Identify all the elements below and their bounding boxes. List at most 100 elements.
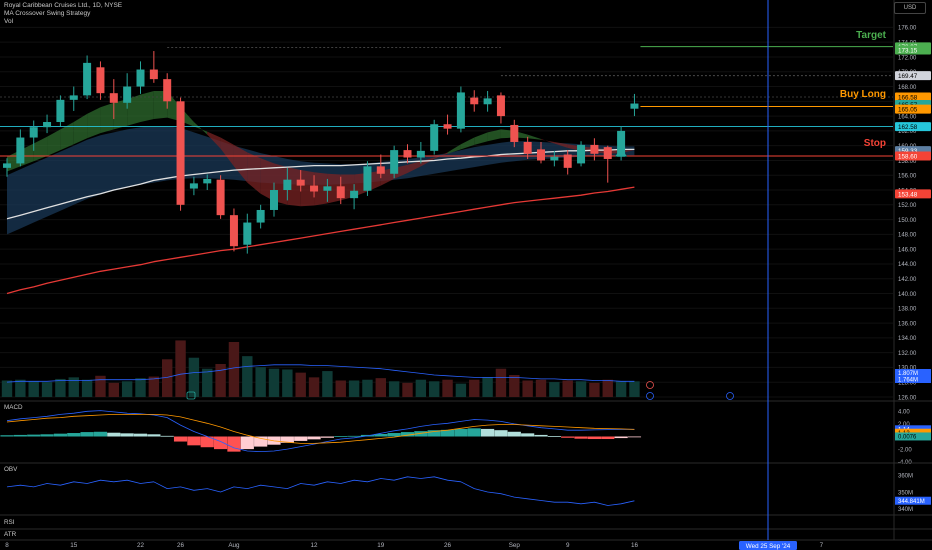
price-axis-tag bbox=[895, 92, 931, 102]
macd-pane-label: MACD bbox=[4, 404, 23, 411]
level-annotations: Target Buy Long Stop bbox=[840, 30, 887, 149]
macd-hist-bar bbox=[200, 436, 214, 448]
candle bbox=[283, 167, 292, 201]
volume-bar bbox=[575, 381, 587, 397]
price-tick-label: 132.00 bbox=[898, 351, 917, 357]
candle-body bbox=[630, 103, 639, 109]
candle-body bbox=[537, 149, 545, 161]
time-tick-label: 26 bbox=[444, 542, 452, 549]
candle bbox=[403, 144, 412, 164]
macd-hist-bar bbox=[454, 428, 468, 437]
volume-bar bbox=[362, 379, 373, 397]
candle-body bbox=[69, 95, 78, 100]
candle-body bbox=[16, 137, 25, 164]
volume-bar bbox=[175, 340, 186, 397]
price-tick-label: 176.00 bbox=[898, 26, 917, 32]
crosshair: Wed 25 Sep '24 bbox=[739, 0, 797, 550]
obv-line bbox=[6, 476, 635, 506]
price-axis-tag-text: 169.47 bbox=[898, 73, 918, 80]
atr-pane-label: ATR bbox=[4, 531, 17, 538]
candle bbox=[136, 61, 145, 94]
candle bbox=[456, 86, 465, 133]
candle bbox=[550, 150, 559, 167]
candle-body bbox=[510, 124, 519, 142]
candle bbox=[123, 73, 132, 109]
macd-hist-bar bbox=[400, 432, 415, 437]
price-tick-label: 150.00 bbox=[898, 218, 917, 224]
candle-body bbox=[577, 144, 586, 164]
price-axis-tag-text: 165.05 bbox=[898, 106, 918, 113]
candle bbox=[229, 208, 238, 252]
macd-hist-bar bbox=[240, 436, 254, 450]
volume-bar bbox=[108, 382, 119, 397]
macd-hist-bar bbox=[294, 436, 308, 441]
volume-bar bbox=[322, 371, 333, 397]
ema-ribbon-segment bbox=[220, 137, 234, 167]
ema-ribbon-segment bbox=[60, 122, 74, 151]
price-tick-label: 136.00 bbox=[898, 321, 917, 327]
volume-bars bbox=[1, 340, 640, 397]
candle-body bbox=[109, 93, 118, 103]
ema-ribbon-segment bbox=[434, 152, 448, 159]
candle bbox=[323, 178, 332, 202]
candle bbox=[537, 141, 545, 164]
candle-body bbox=[229, 215, 238, 247]
time-axis: 8152226Aug121926Sep916Oct7 bbox=[5, 542, 823, 549]
volume-bar bbox=[348, 380, 360, 397]
price-tick-label: 142.00 bbox=[898, 277, 917, 283]
macd-hist-bar bbox=[13, 434, 27, 437]
candle bbox=[189, 176, 198, 196]
candle-body bbox=[270, 190, 278, 210]
volume-bar bbox=[535, 379, 547, 397]
candle bbox=[523, 136, 532, 159]
price-axis-tag bbox=[895, 104, 931, 114]
volume-bar bbox=[162, 359, 173, 397]
volume-bar bbox=[81, 379, 93, 397]
volume-bar bbox=[68, 377, 79, 397]
currency-badge[interactable]: USD bbox=[894, 2, 926, 14]
macd-hist-bar bbox=[440, 429, 455, 437]
candle bbox=[603, 145, 612, 183]
candle-body bbox=[403, 150, 412, 158]
candle-body bbox=[43, 122, 52, 128]
ema-ribbon-segment bbox=[287, 167, 301, 207]
volume-bar bbox=[135, 378, 146, 397]
macd-hist-bar bbox=[187, 436, 201, 446]
price-tick-label: 164.00 bbox=[898, 114, 917, 120]
volume-bar bbox=[41, 382, 53, 397]
volume-axis-tag bbox=[895, 369, 931, 377]
ma-cloud bbox=[7, 90, 635, 235]
volume-bar bbox=[28, 381, 39, 397]
time-tick-label: Aug bbox=[228, 542, 240, 549]
volume-bar bbox=[282, 369, 293, 397]
volume-bar bbox=[442, 379, 453, 397]
candle bbox=[470, 90, 479, 112]
macd-hist-bar bbox=[107, 432, 121, 437]
price-tick-label: 172.00 bbox=[898, 55, 917, 61]
volume-bar bbox=[188, 357, 200, 397]
volume-bar bbox=[95, 375, 106, 397]
price-axis-tag bbox=[895, 189, 931, 199]
volume-bar bbox=[15, 379, 26, 397]
candle-body bbox=[283, 179, 292, 191]
volume-bar bbox=[455, 383, 467, 397]
crosshair-date-text: Wed 25 Sep '24 bbox=[746, 543, 791, 550]
ema-ribbon-segment bbox=[314, 172, 328, 206]
obv-tick-label: 350M bbox=[898, 490, 913, 496]
candle bbox=[270, 182, 278, 217]
macd-hist-bar bbox=[494, 430, 508, 437]
price-axis-tag bbox=[895, 122, 931, 132]
macd-hist-bar bbox=[227, 436, 241, 452]
candle-body bbox=[590, 144, 599, 154]
price-axis-tag bbox=[895, 45, 931, 55]
price-axis-tag bbox=[895, 71, 931, 81]
macd-hist-bar bbox=[561, 436, 575, 438]
volume-bar bbox=[1, 380, 13, 397]
macd-hist-bar bbox=[534, 434, 548, 437]
ema-ribbon-segment bbox=[300, 170, 315, 207]
macd-hist-bar bbox=[387, 433, 401, 437]
candle-body bbox=[430, 124, 439, 151]
macd-tick-label: 2.00 bbox=[898, 422, 910, 428]
